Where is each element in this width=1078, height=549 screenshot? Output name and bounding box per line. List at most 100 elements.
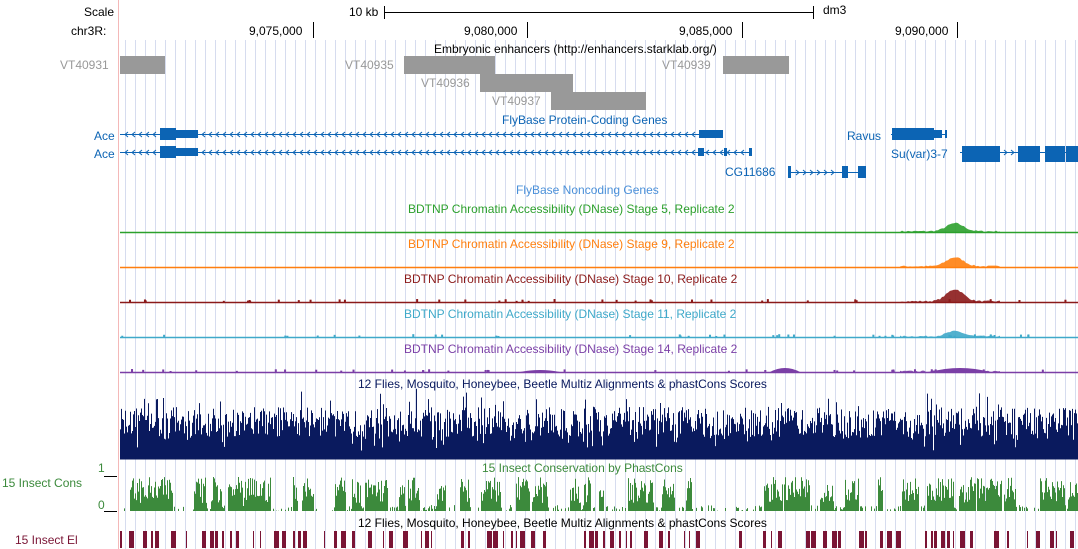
strand-arrow	[558, 131, 563, 138]
dnase-signal	[836, 370, 839, 372]
dnase-title-stage10[interactable]: BDTNP Chromatin Accessibility (DNase) St…	[404, 272, 738, 286]
dnase-signal	[710, 299, 713, 302]
strand-arrow	[460, 149, 465, 156]
dnase-signal	[601, 299, 604, 302]
gene-exon	[1045, 146, 1065, 162]
multiz-title[interactable]: 12 Flies, Mosquito, Honeybee, Beetle Mul…	[358, 377, 767, 391]
strand-arrow	[495, 131, 500, 138]
conserved-element	[282, 531, 286, 548]
dnase-title-stage9[interactable]: BDTNP Chromatin Accessibility (DNase) St…	[408, 237, 735, 251]
dnase-signal	[715, 335, 718, 337]
strand-arrow	[131, 131, 136, 138]
strand-arrow	[474, 149, 479, 156]
strand-arrow	[446, 131, 451, 138]
gene-label[interactable]: Ace	[94, 129, 115, 143]
dnase-peak	[520, 370, 560, 372]
dnase-signal	[687, 335, 690, 337]
conserved-element	[143, 531, 147, 548]
dnase-signal	[772, 335, 775, 337]
strand-arrow	[649, 131, 654, 138]
enhancer-label[interactable]: VT40935	[345, 58, 394, 72]
dnase-signal	[629, 335, 632, 337]
strand-arrow	[397, 149, 402, 156]
enhancer-label[interactable]: VT40937	[492, 94, 541, 108]
dnase-signal	[953, 335, 956, 337]
elements-track	[120, 531, 1074, 548]
enhancer-track-title[interactable]: Embryonic enhancers (http://enhancers.st…	[434, 42, 717, 56]
strand-arrow	[607, 149, 612, 156]
gene-label[interactable]: Ace	[94, 147, 115, 161]
elements-title[interactable]: 12 Flies, Mosquito, Honeybee, Beetle Mul…	[358, 516, 767, 530]
conserved-element	[994, 531, 999, 548]
strand-arrow	[348, 131, 353, 138]
gene-exon	[788, 166, 791, 178]
gene-exon	[176, 130, 198, 138]
gene-label[interactable]: Ravus	[847, 129, 882, 143]
conserved-element	[859, 531, 864, 548]
chrom-label: chr3R:	[71, 24, 107, 38]
dnase-signal	[833, 369, 836, 372]
enhancer-label[interactable]: VT40939	[662, 58, 711, 72]
conserved-element	[880, 531, 883, 548]
strand-arrow	[313, 131, 318, 138]
phastcons-side-label[interactable]: 15 Insect Cons	[2, 476, 83, 490]
noncoding-track-title[interactable]: FlyBase Noncoding Genes	[516, 183, 659, 197]
dnase-title-stage14[interactable]: BDTNP Chromatin Accessibility (DNase) St…	[404, 342, 738, 356]
dnase-signal	[162, 369, 165, 372]
conserved-element	[403, 531, 408, 548]
dnase-signal	[727, 370, 730, 372]
strand-arrow	[565, 149, 570, 156]
conserved-element	[1007, 531, 1009, 548]
conserved-element	[298, 531, 301, 548]
enhancer-label[interactable]: VT40931	[60, 58, 109, 72]
dnase-signal	[745, 369, 748, 372]
multiz-track	[120, 388, 1078, 460]
dnase-peak	[900, 289, 1000, 302]
dnase-signal	[853, 370, 856, 372]
dnase-title-stage11[interactable]: BDTNP Chromatin Accessibility (DNase) St…	[404, 307, 737, 321]
conserved-element	[253, 531, 254, 548]
conserved-element	[383, 531, 384, 548]
strand-arrow	[621, 149, 626, 156]
dnase-signal	[422, 370, 425, 372]
ruler-ticks	[313, 22, 958, 38]
dnase-signal	[338, 299, 341, 302]
strand-arrow	[663, 149, 668, 156]
dnase-title-stage5[interactable]: BDTNP Chromatin Accessibility (DNase) St…	[408, 202, 735, 216]
dnase-signal	[235, 370, 238, 372]
strand-arrow	[348, 149, 353, 156]
conserved-element	[934, 531, 937, 548]
enhancer-label[interactable]: VT40936	[421, 76, 470, 90]
strand-arrow	[628, 131, 633, 138]
strand-arrow	[285, 131, 290, 138]
conserved-element	[324, 531, 325, 548]
strand-arrow	[530, 131, 535, 138]
strand-arrow	[362, 131, 367, 138]
strand-arrow	[369, 149, 374, 156]
conserved-element	[630, 531, 632, 548]
dnase-signal	[527, 300, 530, 302]
strand-arrow	[642, 149, 647, 156]
gene-track-title[interactable]: FlyBase Protein-Coding Genes	[502, 113, 668, 127]
conserved-element	[186, 531, 187, 548]
strand-arrow	[285, 149, 290, 156]
ruler-tick-label: 9,075,000	[249, 24, 303, 38]
dnase-signal	[891, 369, 894, 372]
dnase-signal	[428, 369, 431, 372]
conserved-element	[595, 531, 598, 548]
strand-arrow	[208, 131, 213, 138]
gene-label[interactable]: CG11686	[725, 165, 776, 179]
conserved-element	[739, 531, 742, 548]
elements-side-label[interactable]: 15 Insect El	[15, 533, 78, 547]
dnase-tracks	[120, 222, 1078, 374]
phastcons-title[interactable]: 15 Insect Conservation by PhastCons	[482, 461, 683, 475]
dnase-signal	[438, 299, 441, 302]
phastcons-track	[124, 477, 1078, 511]
dnase-signal	[690, 299, 693, 302]
strand-arrow	[334, 131, 339, 138]
gene-label[interactable]: Su(var)3-7	[891, 147, 948, 161]
dnase-signal	[892, 370, 895, 372]
conserved-element	[493, 531, 498, 548]
conserved-element	[516, 531, 517, 548]
